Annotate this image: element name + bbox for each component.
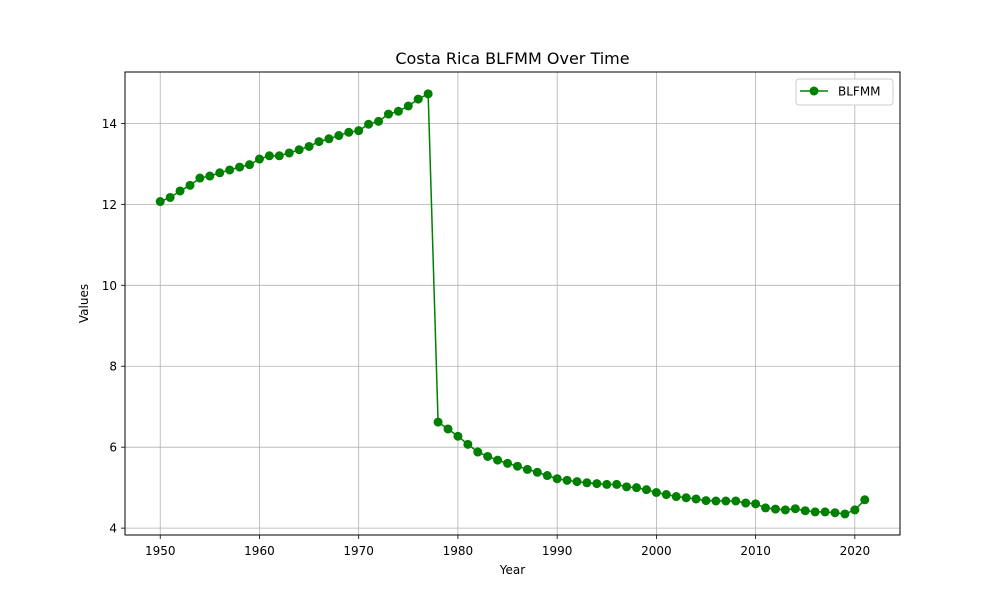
data-point (254, 154, 264, 164)
data-point (800, 506, 810, 516)
data-point (582, 478, 592, 488)
data-point (225, 165, 235, 175)
data-point (195, 173, 205, 183)
data-point (592, 479, 602, 489)
data-point (493, 455, 503, 465)
y-tick-label: 6 (109, 441, 117, 455)
data-point (830, 508, 840, 518)
data-point (711, 496, 721, 506)
data-point (651, 488, 661, 498)
data-point (691, 494, 701, 504)
data-point (503, 458, 513, 468)
data-point (413, 94, 423, 104)
data-point (780, 505, 790, 515)
data-point (632, 483, 642, 493)
data-point (155, 197, 165, 207)
data-point (364, 119, 374, 129)
data-point (512, 461, 522, 471)
legend: BLFMM (795, 78, 894, 106)
data-point (840, 509, 850, 519)
y-axis-label: Values (77, 284, 91, 323)
data-point (334, 131, 344, 141)
data-point (790, 504, 800, 514)
data-point (602, 479, 612, 489)
data-point (761, 503, 771, 513)
x-tick-label: 2000 (641, 544, 672, 558)
data-point (245, 160, 255, 170)
data-point (235, 162, 245, 172)
data-point (661, 490, 671, 500)
data-point (354, 126, 364, 136)
data-point (185, 180, 195, 190)
data-point (264, 151, 274, 161)
data-point (741, 498, 751, 508)
data-point (473, 447, 483, 457)
data-point (751, 499, 761, 509)
data-point (314, 137, 324, 147)
data-point (562, 475, 572, 485)
y-tick-label: 8 (109, 360, 117, 374)
data-point (423, 89, 433, 99)
data-point (403, 101, 413, 111)
data-point (165, 192, 175, 202)
data-point (175, 186, 185, 196)
data-point (810, 507, 820, 517)
plot-frame (124, 71, 901, 536)
data-point (383, 109, 393, 119)
data-point (701, 496, 711, 506)
data-point (731, 496, 741, 506)
data-point (463, 439, 473, 449)
x-axis: 1950 1960 1970 1980 1990 2000 2010 2020 (145, 535, 870, 558)
data-point (453, 431, 463, 441)
data-point (641, 485, 651, 495)
data-point (542, 471, 552, 481)
x-tick-label: 1950 (145, 544, 176, 558)
x-tick-label: 1970 (343, 544, 374, 558)
data-point (284, 148, 294, 158)
data-point (572, 477, 582, 487)
y-axis: 4 6 8 10 12 14 (102, 117, 125, 536)
x-tick-label: 2010 (740, 544, 771, 558)
data-point (681, 493, 691, 503)
x-tick-label: 1990 (542, 544, 573, 558)
y-tick-label: 14 (102, 117, 117, 131)
data-point (522, 464, 532, 474)
x-tick-label: 1980 (443, 544, 474, 558)
data-point (552, 474, 562, 484)
y-tick-label: 12 (102, 198, 117, 212)
legend-box (795, 78, 894, 106)
data-point (483, 451, 493, 461)
grid-lines (125, 72, 900, 535)
data-point (721, 496, 731, 506)
data-point (205, 171, 215, 181)
data-point (344, 127, 354, 137)
data-point (274, 151, 284, 161)
data-point (532, 467, 542, 477)
chart-title: Costa Rica BLFMM Over Time (395, 49, 629, 68)
legend-label-blfmm: BLFMM (838, 85, 881, 99)
data-point (612, 479, 622, 489)
legend-marker-blfmm (809, 86, 819, 96)
y-tick-label: 10 (102, 279, 117, 293)
data-point (820, 507, 830, 517)
series-layer (155, 89, 870, 519)
data-point (374, 116, 384, 126)
data-point (850, 505, 860, 515)
data-point (215, 168, 225, 178)
data-point (671, 492, 681, 502)
x-tick-label: 1960 (244, 544, 275, 558)
data-point (324, 134, 334, 144)
data-point (622, 482, 632, 492)
data-point (304, 141, 314, 151)
y-tick-label: 4 (109, 522, 117, 536)
data-point (393, 106, 403, 116)
data-point (294, 145, 304, 155)
data-point (770, 504, 780, 514)
x-tick-label: 2020 (840, 544, 871, 558)
data-point (860, 495, 870, 505)
data-point (443, 424, 453, 434)
x-axis-label: Year (499, 563, 525, 577)
data-point (433, 417, 443, 427)
